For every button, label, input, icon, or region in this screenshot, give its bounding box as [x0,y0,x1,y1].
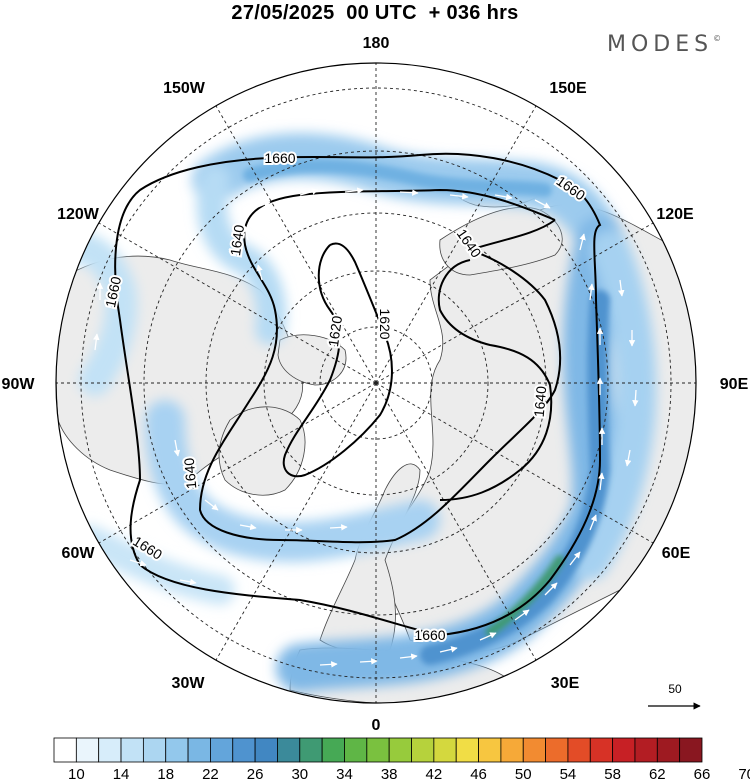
meridian-line [375,105,537,384]
colorbar-tick-label: 50 [515,766,532,782]
colorbar-swatch [344,737,368,763]
colorbar-swatch [656,737,681,763]
wind-scale: 50 [648,682,701,710]
colorbar-swatch [500,737,524,763]
contour-label: 1640 [181,457,200,490]
colorbar-swatch [142,737,167,763]
land-greenland [218,406,306,496]
colorbar-tick-label: 22 [202,766,219,782]
colorbar-tick-label: 70 [738,766,750,782]
colorbar-swatch [388,737,412,763]
contour-1660-outer [114,152,602,637]
longitude-label: 60E [662,545,691,562]
colorbar-swatch [545,737,569,763]
longitude-label: 90E [720,376,749,393]
meridian-line [375,382,654,544]
colorbar-tick-label: 42 [426,766,443,782]
longitude-label-group: 180 150E 120E 90E 60E 30E 0 30W 60W 90W 120W 150W [2,35,749,734]
meridian-line [375,222,654,384]
meridian-line [215,105,377,384]
colorbar-swatch [165,737,189,763]
contour-label: 1620 [377,308,393,339]
colorbar-swatch [478,737,502,763]
colorbar-swatch [75,737,100,763]
colorbar-swatch [433,737,457,763]
meridian-line [215,382,377,661]
colorbar-swatch [522,737,546,763]
colorbar-tick-label: 58 [604,766,621,782]
colorbar-tick-label: 38 [381,766,398,782]
colorbar-swatch [254,737,278,763]
longitude-label: 0 [372,717,381,734]
height-contours [114,152,602,637]
contour-1640-inner-ring [437,259,553,501]
longitude-label: 30W [172,675,206,692]
colorbar-swatch [210,737,234,763]
brand-logo: MODES© [607,32,721,57]
colorbar-tick-label: 34 [336,766,353,782]
meridian-line [98,222,377,384]
longitude-label: 150E [549,80,587,97]
colorbar-swatch [366,737,390,763]
contour-1640 [198,188,562,544]
colorbar-swatch [277,737,301,763]
colorbar: 10 14 18 22 26 30 34 38 42 46 50 54 58 62 66 70 [53,737,750,782]
longitude-label: 30E [551,675,580,692]
meridian-line [98,382,377,544]
forecast-title: 27/05/2025 00 UTC + 036 hrs [231,2,519,24]
colorbar-swatch [187,737,211,763]
colorbar-swatch [612,737,636,763]
land-arctic-islands [277,334,347,386]
map-content [56,63,696,703]
colorbar-swatch [679,737,703,763]
colorbar-swatch [120,737,144,763]
longitude-label: 120E [656,206,694,223]
longitude-label: 150W [163,80,206,97]
colorbar-tick-label: 14 [113,766,130,782]
colorbar-tick-label: 54 [560,766,577,782]
brand-text: MODES [607,32,714,57]
colorbar-swatch [411,737,435,763]
colorbar-tick-label: 46 [470,766,487,782]
colorbar-swatch [299,737,323,763]
brand-mark: © [713,34,722,43]
colorbar-swatch [455,737,479,763]
colorbar-swatch [589,737,614,763]
colorbar-swatch [634,737,658,763]
contour-label: 1660 [414,627,445,643]
colorbar-tick-label: 10 [68,766,85,782]
colorbar-tick-label: 26 [247,766,264,782]
map-border [55,62,697,704]
colorbar-swatch [232,737,256,763]
colorbar-tick-label: 62 [649,766,666,782]
longitude-label: 180 [363,35,390,52]
wind-scale-label: 50 [668,682,682,696]
contour-label: 1640 [531,385,550,418]
wind-vectors [93,187,639,668]
colorbar-tick-label: 66 [694,766,711,782]
colorbar-swatch [53,737,77,763]
longitude-label: 60W [62,545,96,562]
colorbar-tick-label: 18 [157,766,174,782]
contour-1620 [282,242,393,478]
colorbar-tick-label: 30 [291,766,308,782]
colorbar-swatch [567,737,591,763]
colorbar-swatch [98,737,122,763]
colorbar-swatch [321,737,345,763]
meridians [56,63,696,703]
longitude-label: 120W [57,206,100,223]
contour-label: 1660 [264,150,295,166]
longitude-label: 90W [2,376,36,393]
